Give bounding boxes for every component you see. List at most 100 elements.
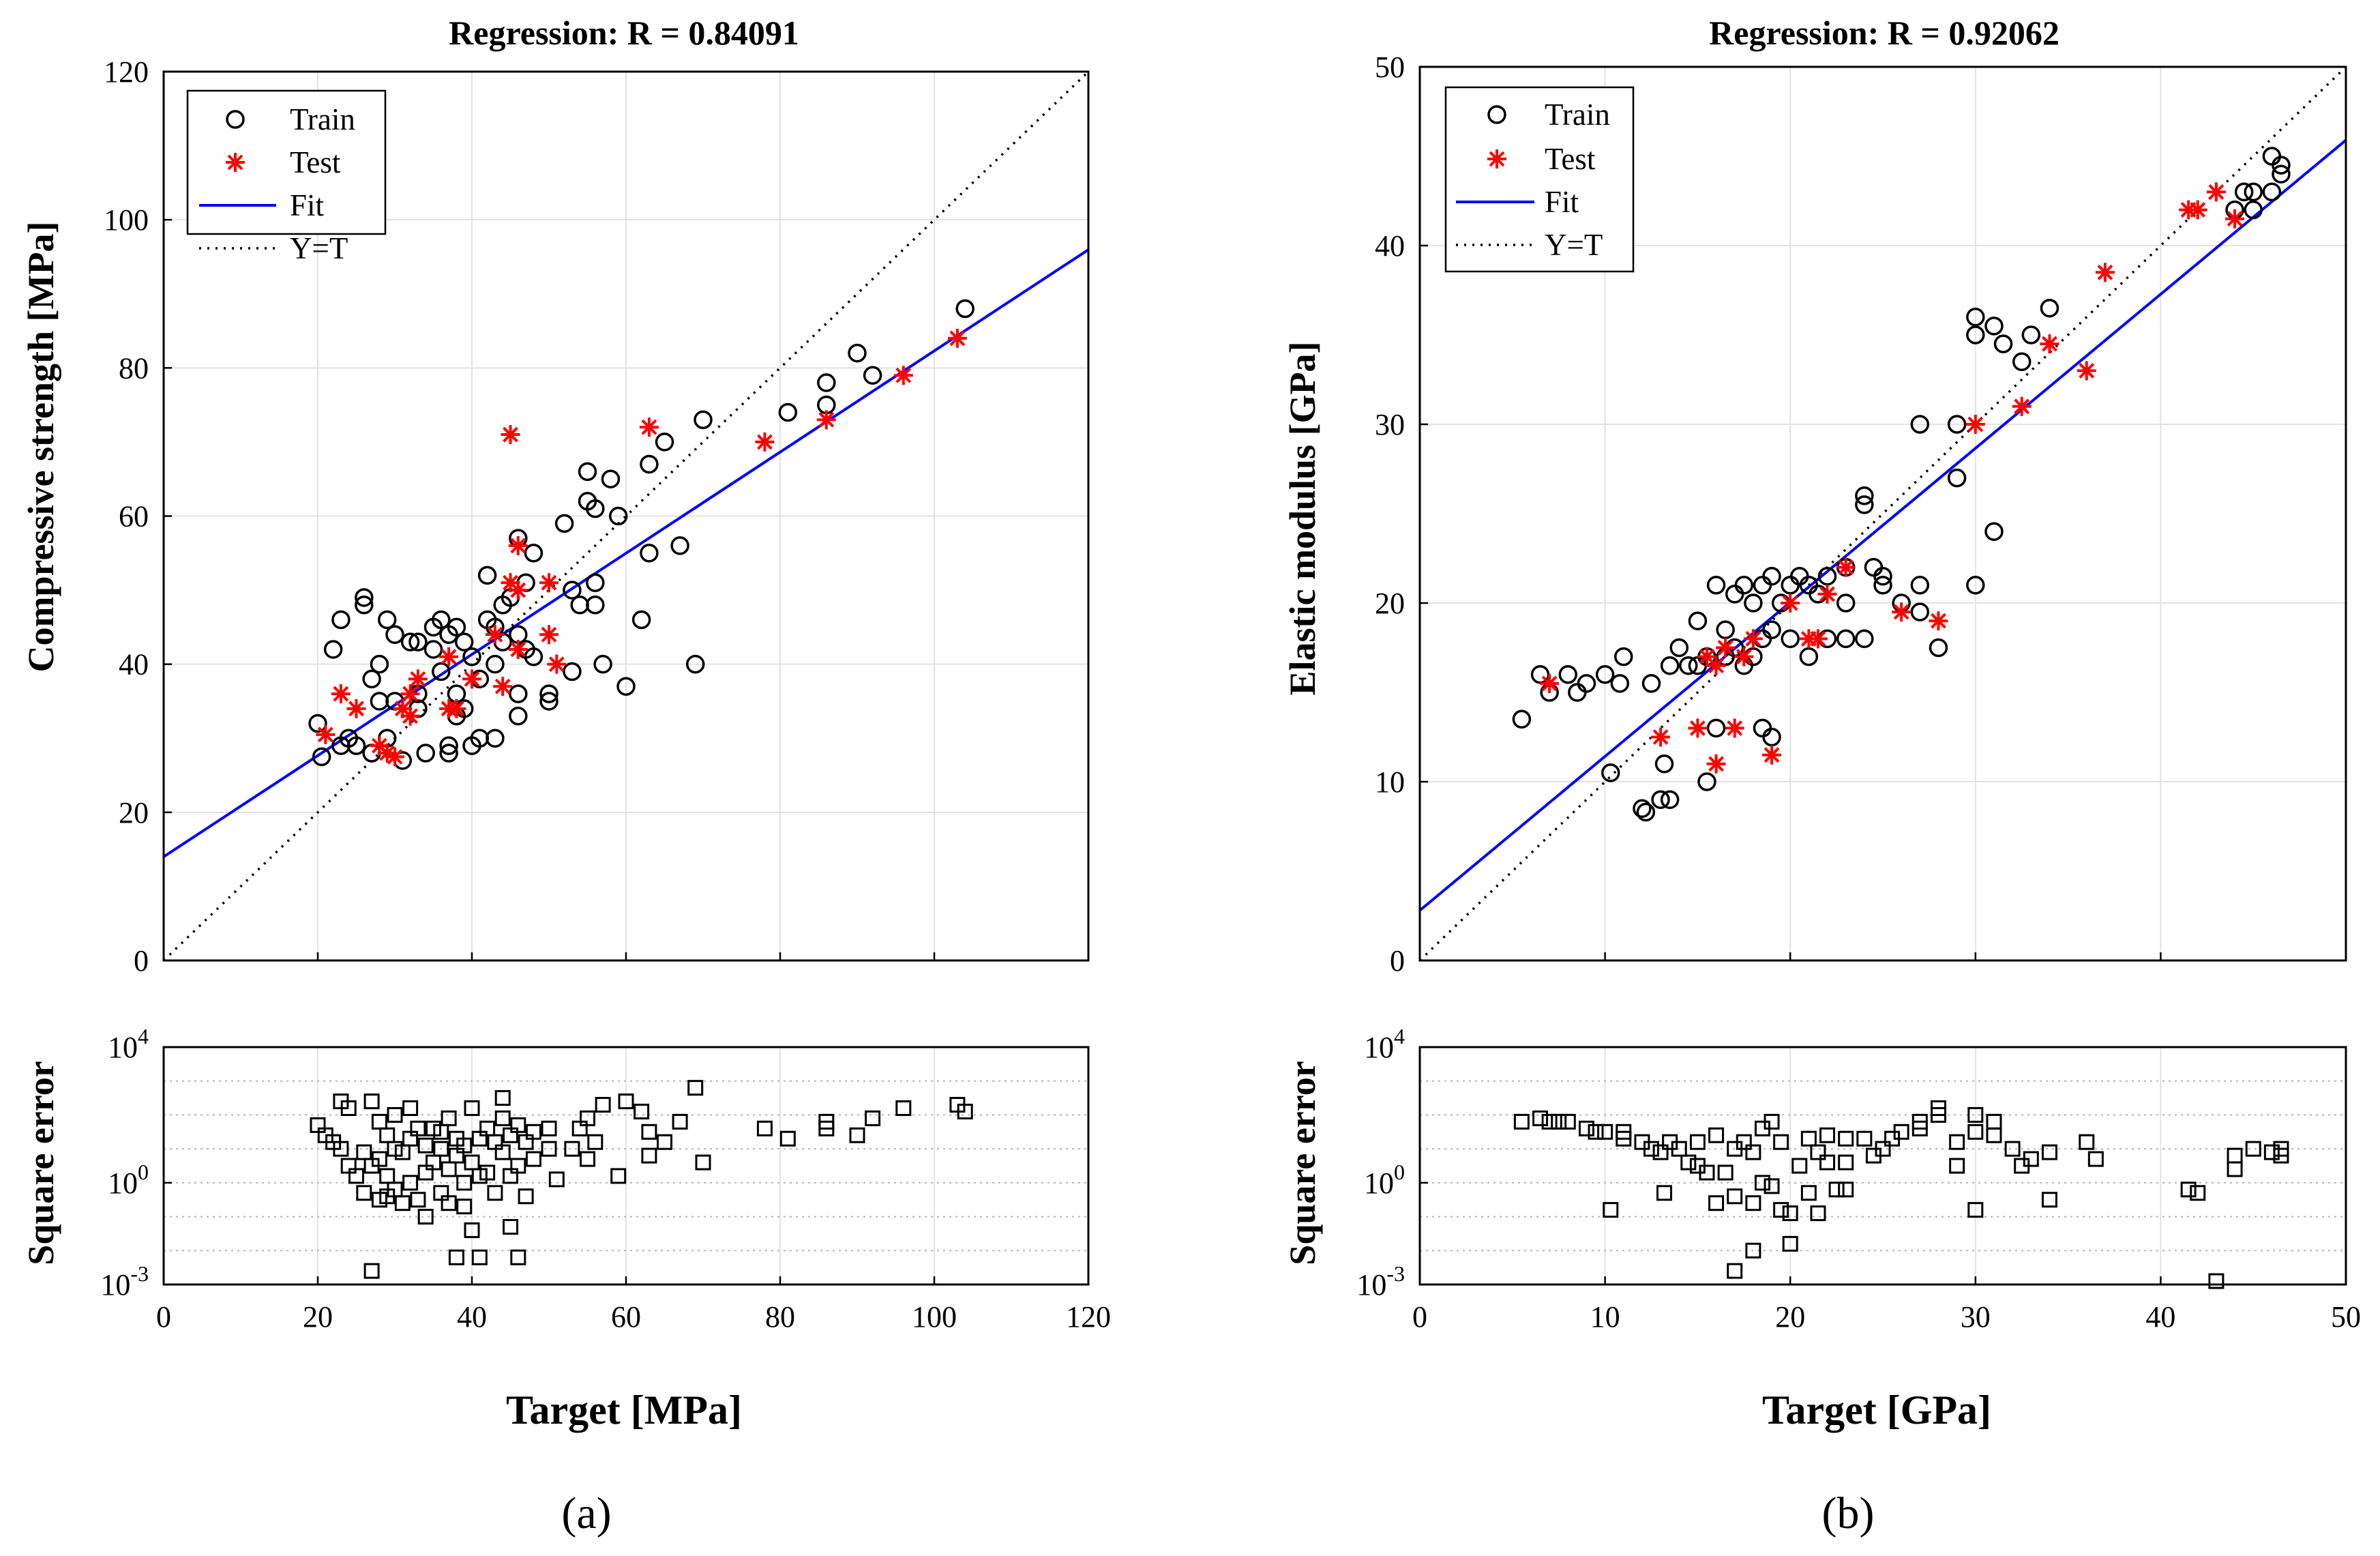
error-point	[1717, 1164, 1734, 1181]
error-point	[1727, 1188, 1743, 1205]
test-point-stroke	[541, 574, 557, 591]
test-point	[639, 417, 659, 437]
test-point	[1965, 415, 1985, 434]
error-point	[417, 1137, 434, 1154]
train-point	[1744, 593, 1763, 613]
test-point	[316, 724, 336, 744]
train-point	[586, 573, 605, 592]
caption-b: (b)	[1822, 1488, 1875, 1538]
train-point	[1984, 522, 2004, 541]
error-point	[448, 1249, 464, 1265]
error-point	[464, 1100, 480, 1116]
error-point	[634, 1103, 650, 1119]
error-point	[1773, 1134, 1789, 1150]
error-point	[1597, 1124, 1613, 1140]
test-point	[493, 677, 513, 696]
error-point	[1875, 1141, 1891, 1157]
train-points	[1512, 147, 2291, 822]
test-point-stroke	[487, 626, 503, 643]
train-point	[539, 684, 559, 703]
test-point-stroke	[1764, 747, 1780, 763]
test-point	[547, 654, 567, 674]
x-tick-label: 20	[1775, 1300, 1805, 1334]
y-tick-label: 80	[119, 351, 149, 385]
legend-test: Test	[1545, 142, 1596, 176]
error-point	[756, 1120, 773, 1136]
test-point	[331, 684, 351, 704]
legend-test-marker	[1487, 149, 1506, 168]
error-point	[1838, 1130, 1854, 1147]
error-point	[1773, 1202, 1789, 1218]
test-point	[508, 581, 528, 600]
panel-a: Regression: R = 0.84091 Compressive stre…	[20, 14, 1111, 1538]
test-point-stroke	[548, 656, 565, 673]
train-point	[1753, 576, 1772, 595]
legend-fit: Fit	[1545, 185, 1579, 219]
train-point	[1966, 576, 1985, 595]
train-point	[1654, 754, 1674, 774]
error-point	[1708, 1127, 1725, 1143]
test-point	[1706, 656, 1726, 675]
error-point	[1967, 1202, 1984, 1218]
train-point	[640, 454, 659, 474]
train-point	[848, 343, 867, 363]
train-point	[524, 647, 544, 666]
error-point	[1680, 1154, 1697, 1171]
train-point	[1910, 602, 1930, 621]
y-ticks: 0 20 40 60 80 100 120	[104, 55, 172, 978]
main-axes-box	[162, 70, 1090, 962]
train-point	[1688, 611, 1708, 630]
train-point	[1595, 665, 1615, 684]
legend: Train Test Fit Y=T	[186, 89, 387, 265]
test-point	[439, 647, 459, 666]
train-point	[486, 654, 505, 674]
train-point	[416, 744, 435, 763]
error-point	[1912, 1113, 1928, 1130]
error-point	[456, 1137, 473, 1154]
train-point	[631, 610, 651, 630]
legend-train-marker	[226, 110, 245, 129]
test-point-stroke	[348, 701, 364, 717]
test-point-stroke	[818, 411, 835, 428]
error-point	[1541, 1113, 1558, 1130]
error-point	[1745, 1144, 1761, 1160]
error-point	[494, 1110, 511, 1126]
error-y-tick-label: 10-3	[100, 1261, 149, 1302]
error-point	[1819, 1127, 1836, 1143]
error-point	[849, 1127, 865, 1143]
y-tick-label: 120	[104, 55, 149, 89]
x-tick-label: 120	[1066, 1300, 1111, 1334]
train-point	[370, 692, 389, 711]
train-point	[1660, 790, 1680, 809]
train-point	[1873, 566, 1892, 586]
error-point	[2208, 1273, 2225, 1289]
error-point	[1967, 1124, 1984, 1140]
test-point	[1688, 718, 1708, 738]
error-grid	[164, 1047, 1088, 1285]
error-point	[2087, 1151, 2104, 1167]
identity-line	[162, 70, 1090, 962]
error-point	[641, 1124, 657, 1140]
train-point	[1706, 718, 1726, 738]
y-tick-label: 60	[119, 500, 149, 533]
train-point	[1873, 576, 1892, 595]
error-point	[610, 1168, 627, 1184]
error-point	[2273, 1141, 2289, 1157]
legend-identity: Y=T	[1545, 228, 1603, 262]
train-point	[308, 714, 327, 733]
error-axes-box	[1418, 1046, 2347, 1286]
error-y-axis-label: Square error	[20, 1061, 61, 1265]
test-point	[1762, 745, 1782, 765]
main-axes-box	[1418, 65, 2347, 962]
test-point	[485, 625, 505, 645]
test-point-stroke	[503, 426, 518, 443]
train-point	[586, 596, 605, 615]
error-point	[1791, 1158, 1808, 1174]
train-point	[1929, 638, 1948, 658]
legend: Train Test Fit Y=T	[1444, 86, 1635, 273]
test-point	[385, 747, 404, 767]
train-point	[1855, 486, 1874, 505]
train-point	[1817, 566, 1837, 586]
error-point	[387, 1106, 403, 1123]
